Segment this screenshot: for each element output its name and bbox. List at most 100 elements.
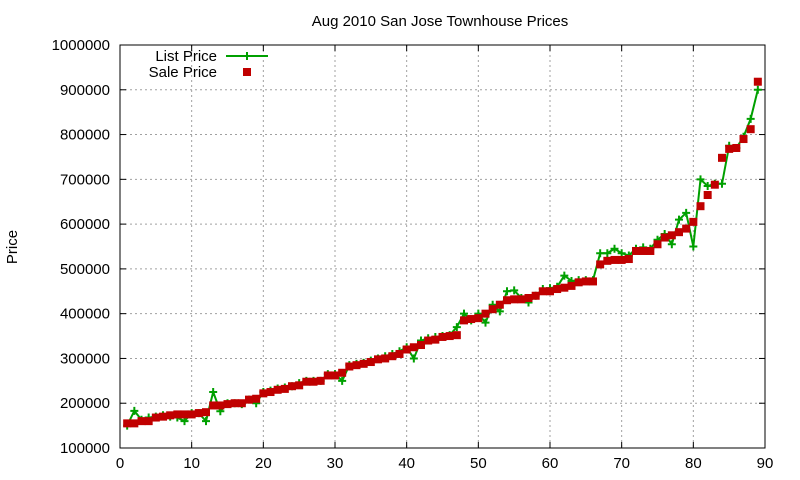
sale-price-point	[223, 400, 232, 409]
sale-price-point	[531, 291, 540, 300]
sale-price-point	[667, 231, 676, 240]
grid	[120, 45, 765, 448]
sale-price-point	[202, 408, 210, 417]
sale-price-point	[424, 336, 433, 345]
list-price-point	[481, 318, 490, 327]
sale-price-point	[273, 385, 282, 394]
sale-price-point	[553, 285, 562, 294]
list-price-point	[180, 417, 189, 426]
tick-marks	[119, 44, 766, 449]
y-tick-label: 700000	[60, 171, 110, 188]
x-tick-labels: 0 10 20 30 40 50 60 70 80 90	[116, 455, 774, 472]
sale-price-point	[567, 281, 576, 290]
series-list-price	[123, 85, 762, 430]
sale-price-point	[309, 377, 318, 386]
sale-price-point	[632, 246, 640, 255]
y-tick-label: 300000	[60, 350, 110, 367]
sale-price-point	[123, 419, 132, 428]
sale-price-point	[653, 240, 662, 249]
sale-price-point	[331, 371, 339, 380]
sale-price-point	[374, 355, 382, 364]
sale-price-point	[589, 277, 597, 286]
list-price-point	[667, 240, 676, 249]
sale-price-point	[596, 260, 605, 269]
sale-price-point	[732, 143, 741, 152]
y-tick-label: 1000000	[52, 37, 110, 54]
sale-price-point	[682, 224, 691, 233]
sale-price-point	[194, 409, 203, 418]
plot-frame	[119, 44, 766, 449]
list-price-point	[130, 406, 139, 415]
sale-price-point	[316, 376, 325, 385]
sale-price-point	[417, 341, 425, 350]
sale-price-point	[245, 395, 253, 404]
sale-price-point	[488, 305, 497, 314]
sale-price-point	[610, 255, 619, 264]
list-price-point	[610, 244, 619, 253]
sale-price-point	[187, 410, 196, 419]
sale-price-point	[409, 343, 418, 352]
list-price-point	[718, 179, 726, 188]
sale-price-point	[338, 368, 347, 377]
list-price-line	[126, 89, 759, 427]
legend-marker-sale-price	[243, 68, 251, 76]
sale-price-point	[137, 417, 146, 426]
sale-price-point	[660, 233, 669, 242]
sale-price-point	[445, 332, 454, 341]
sale-price-point	[159, 412, 167, 421]
sale-price-point	[725, 144, 734, 153]
list-price-point	[675, 215, 683, 224]
sale-price-point	[302, 377, 311, 386]
sale-price-point	[703, 191, 712, 200]
x-tick-label: 50	[470, 455, 487, 472]
sale-price-point	[560, 283, 569, 292]
sale-price-point	[395, 349, 404, 358]
sale-price-point	[517, 295, 526, 304]
list-price-point	[495, 307, 504, 316]
sale-price-point	[510, 295, 519, 304]
list-price-point	[409, 354, 418, 363]
list-price-point	[753, 85, 762, 94]
sale-price-point	[467, 315, 476, 324]
sale-price-point	[474, 314, 483, 323]
sale-price-point	[460, 316, 468, 325]
x-tick-label: 40	[398, 455, 415, 472]
sale-price-point	[366, 358, 375, 367]
sale-price-point	[617, 255, 626, 264]
list-price-point	[510, 286, 519, 295]
sale-price-point	[503, 296, 511, 305]
sale-price-point	[538, 287, 547, 296]
sale-price-point	[696, 202, 705, 211]
sale-price-point	[689, 217, 698, 226]
sale-price-point	[173, 410, 182, 419]
sale-price-point	[259, 389, 268, 398]
sale-price-point	[402, 345, 411, 354]
sale-price-point	[438, 332, 447, 341]
list-price-point	[696, 175, 705, 184]
sale-price-point	[603, 256, 612, 265]
sale-price-point	[481, 309, 490, 318]
sale-price-point	[574, 278, 583, 287]
sale-price-point	[495, 300, 504, 309]
sale-price-point	[381, 354, 390, 363]
x-tick-label: 0	[116, 455, 124, 472]
sale-price-point	[166, 411, 175, 420]
x-tick-label: 90	[757, 455, 774, 472]
sale-price-point	[323, 371, 332, 380]
sale-price-point	[144, 417, 153, 426]
sale-price-point	[295, 381, 304, 390]
list-price-point	[452, 323, 461, 332]
sale-price-point	[710, 180, 719, 189]
sale-price-point	[359, 359, 368, 368]
y-tick-label: 900000	[60, 82, 110, 99]
x-tick-label: 60	[542, 455, 559, 472]
x-tick-label: 70	[613, 455, 630, 472]
y-tick-label: 100000	[60, 440, 110, 457]
list-price-point	[202, 417, 210, 426]
x-tick-label: 10	[183, 455, 200, 472]
series-sale-price	[123, 77, 762, 428]
sale-price-point	[345, 362, 354, 371]
list-price-point	[560, 271, 569, 280]
chart-title: Aug 2010 San Jose Townhouse Prices	[312, 13, 569, 30]
